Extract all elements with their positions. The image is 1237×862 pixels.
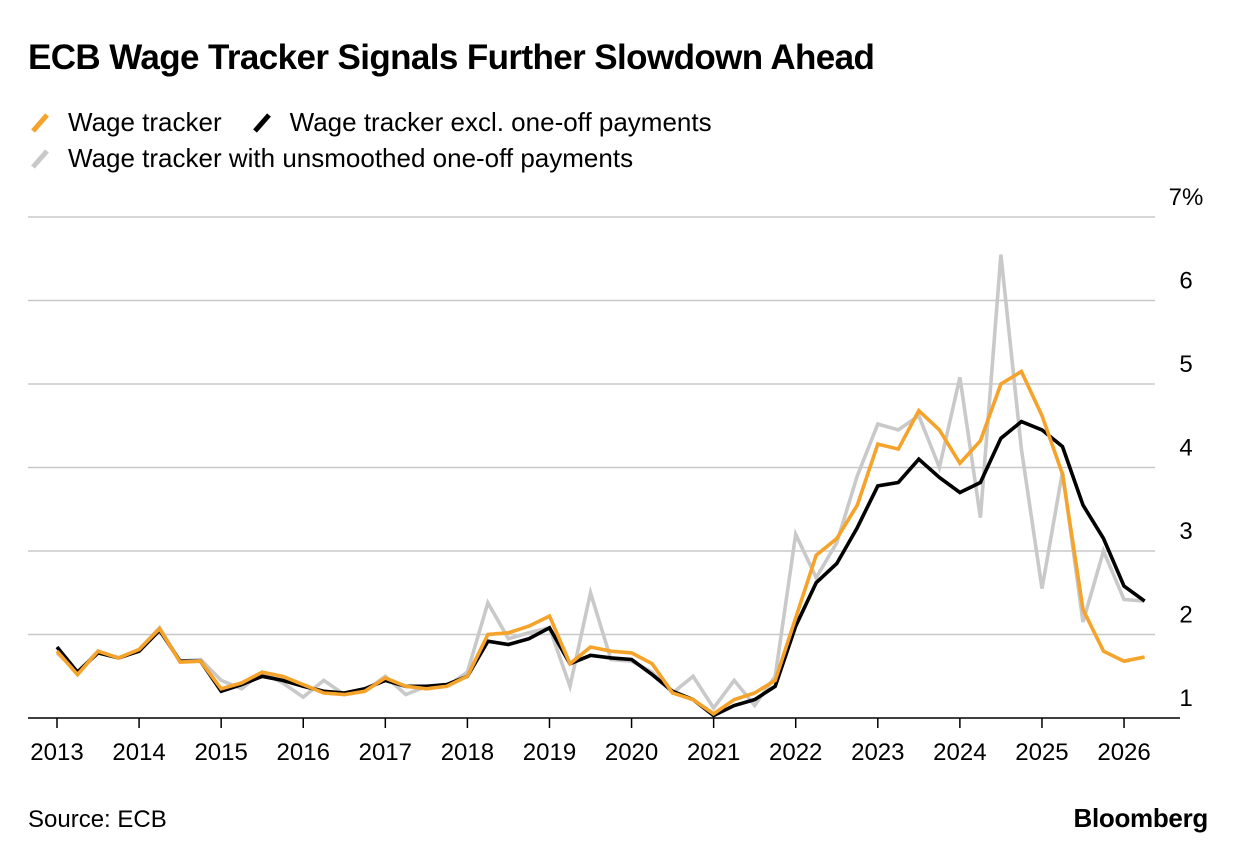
legend-swatch-black-icon — [252, 113, 271, 133]
x-tick-label: 2015 — [194, 739, 247, 766]
x-tick-label: 2020 — [605, 739, 658, 766]
series-wage-tracker — [55, 368, 1145, 716]
legend-item-wage-tracker-unsmoothed: Wage tracker with unsmoothed one-off pay… — [28, 143, 633, 174]
legend-row: Wage tracker with unsmoothed one-off pay… — [28, 140, 1028, 176]
series-wage-tracker-excl-one-off-payments — [55, 419, 1146, 718]
x-tick-label: 2023 — [851, 739, 904, 766]
legend-item-wage-tracker-excl: Wage tracker excl. one-off payments — [250, 107, 712, 138]
y-tick-label: 7% — [1169, 184, 1204, 211]
brand-logo: Bloomberg — [1073, 803, 1208, 833]
x-tick-label: 2019 — [523, 739, 576, 766]
chart-title: ECB Wage Tracker Signals Further Slowdow… — [28, 38, 875, 77]
legend-label: Wage tracker with unsmoothed one-off pay… — [68, 142, 634, 173]
legend-item-wage-tracker: Wage tracker — [28, 107, 222, 138]
source-note: Source: ECB — [28, 806, 167, 833]
series-line — [55, 419, 1146, 718]
x-tick-label: 2026 — [1097, 739, 1150, 766]
y-tick-label: 4 — [1179, 435, 1192, 462]
x-tick-label: 2021 — [687, 739, 740, 766]
legend-label: Wage tracker — [68, 106, 222, 137]
y-tick-label: 3 — [1179, 518, 1192, 545]
legend-label: Wage tracker excl. one-off payments — [289, 106, 712, 137]
y-tick-label: 6 — [1179, 268, 1192, 295]
x-tick-label: 2025 — [1015, 739, 1068, 766]
y-tick-label: 2 — [1179, 602, 1192, 629]
x-tick-label: 2016 — [277, 739, 330, 766]
x-tick-label: 2014 — [112, 739, 165, 766]
y-tick-label: 1 — [1179, 685, 1192, 712]
y-tick-label: 5 — [1179, 351, 1192, 378]
legend-swatch-orange-icon — [31, 113, 49, 133]
x-tick-label: 2017 — [359, 739, 412, 766]
x-tick-label: 2022 — [769, 739, 822, 766]
x-tick-label: 2024 — [933, 739, 986, 766]
x-tick-label: 2013 — [30, 739, 83, 766]
x-tick-label: 2018 — [441, 739, 494, 766]
legend: Wage tracker Wage tracker excl. one-off … — [28, 104, 1028, 176]
series-line — [55, 368, 1145, 716]
legend-row: Wage tracker Wage tracker excl. one-off … — [28, 104, 1028, 140]
legend-swatch-gray-icon — [31, 149, 49, 169]
